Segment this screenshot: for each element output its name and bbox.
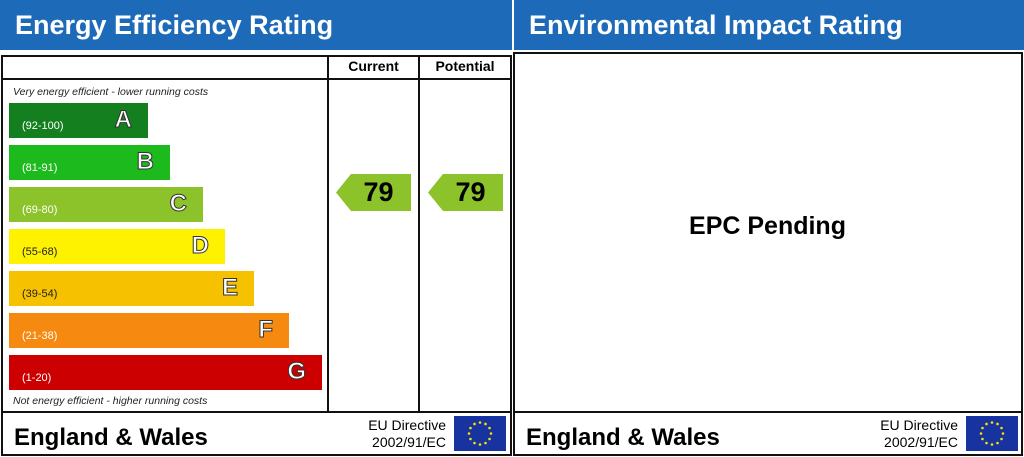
band-letter: E — [221, 274, 238, 302]
band-c: (69-80) C — [9, 187, 203, 222]
band-letter: F — [258, 316, 274, 344]
eu-directive: EU Directive 2002/91/EC — [368, 417, 446, 450]
eu-flag-icon — [454, 416, 506, 451]
band-f: (21-38) F — [9, 313, 289, 348]
band-letter: C — [169, 190, 187, 218]
band-letter: G — [287, 358, 307, 386]
environmental-chart — [513, 52, 1023, 456]
top-note: Very energy efficient - lower running co… — [13, 86, 209, 98]
current-header: Current — [348, 58, 399, 74]
band-a: (92-100) A — [9, 103, 148, 138]
band-letter: D — [191, 232, 209, 260]
current-rating: 79 — [336, 174, 411, 211]
potential-header: Potential — [435, 58, 495, 74]
eu-directive-env: EU Directive 2002/91/EC — [880, 417, 958, 450]
band-range: (21-38) — [22, 330, 58, 342]
band-range: (92-100) — [22, 120, 64, 132]
bottom-note: Not energy efficient - higher running co… — [13, 395, 208, 407]
band-range: (55-68) — [22, 246, 58, 258]
energy-title: Energy Efficiency Rating — [0, 0, 512, 50]
energy-chart — [1, 55, 512, 456]
band-range: (1-20) — [22, 372, 52, 384]
band-range: (69-80) — [22, 204, 58, 216]
band-letter: A — [114, 106, 132, 134]
band-letter: B — [136, 148, 154, 176]
band-range: (39-54) — [22, 288, 58, 300]
band-g: (1-20) G — [9, 355, 322, 390]
region-label-env: England & Wales — [526, 424, 720, 451]
band-b: (81-91) B — [9, 145, 170, 180]
band-e: (39-54) E — [9, 271, 254, 306]
eu-flag-icon — [966, 416, 1018, 451]
region-label: England & Wales — [14, 424, 208, 451]
band-d: (55-68) D — [9, 229, 225, 264]
band-range: (81-91) — [22, 162, 58, 174]
epc-pending: EPC Pending — [689, 212, 846, 240]
potential-rating: 79 — [428, 174, 503, 211]
environmental-title: Environmental Impact Rating — [512, 0, 1024, 50]
